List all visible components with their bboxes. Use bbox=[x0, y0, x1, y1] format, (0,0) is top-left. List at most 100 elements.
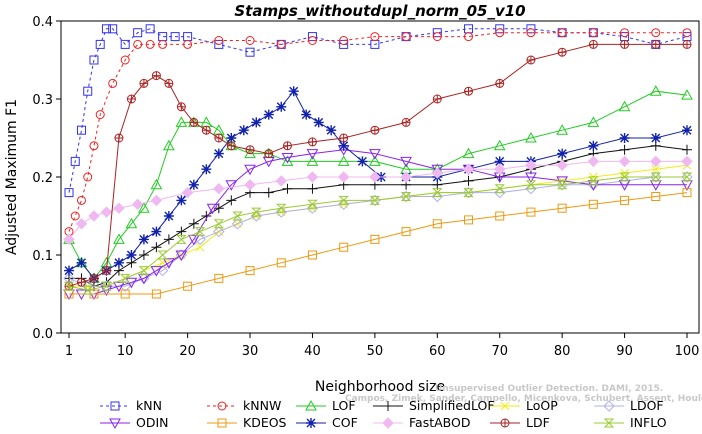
data-point-inflo bbox=[138, 266, 150, 276]
data-point-knn bbox=[120, 39, 130, 49]
data-point-simplifiedlof bbox=[619, 144, 630, 155]
chart-title: Stamps_withoutdupl_norm_05_v10 bbox=[234, 2, 525, 20]
data-point-cof bbox=[338, 140, 349, 151]
legend-label-fastabod: FastABOD bbox=[409, 415, 471, 430]
data-point-ldof bbox=[681, 171, 693, 183]
data-point-ldf bbox=[682, 39, 692, 49]
data-point-ldof bbox=[494, 186, 506, 199]
data-point-kdeos bbox=[495, 211, 505, 221]
data-point-inflo bbox=[232, 211, 243, 221]
data-point-lof bbox=[556, 124, 569, 135]
data-point-odin bbox=[206, 203, 219, 215]
data-point-knnw bbox=[401, 32, 411, 42]
legend-marker-knnw bbox=[217, 401, 227, 411]
data-point-loop bbox=[651, 164, 661, 174]
legend-item-inflo: INFLO bbox=[594, 415, 667, 430]
data-point-knn bbox=[170, 32, 180, 42]
series-ldf bbox=[64, 39, 692, 291]
data-point-ldf bbox=[401, 117, 411, 127]
data-point-lof bbox=[125, 217, 138, 229]
legend-marker-ldf bbox=[500, 418, 510, 428]
data-point-inflo bbox=[251, 207, 262, 217]
data-point-knnw bbox=[245, 36, 255, 45]
series-line-inflo bbox=[68, 176, 687, 291]
data-point-cof bbox=[288, 86, 299, 97]
legend-item-kdeos: KDEOS bbox=[207, 415, 287, 430]
data-point-kdeos bbox=[245, 266, 255, 276]
legend-marker-lof bbox=[305, 399, 317, 411]
data-point-inflo bbox=[681, 172, 693, 182]
data-point-ldof bbox=[462, 186, 475, 199]
data-point-odin bbox=[244, 164, 256, 176]
data-point-lof bbox=[525, 131, 537, 143]
data-point-odin bbox=[431, 164, 444, 176]
data-point-lof bbox=[681, 89, 693, 100]
data-point-simplifiedlof bbox=[163, 234, 174, 245]
data-point-fastabod bbox=[400, 171, 412, 183]
data-point-kdeos bbox=[557, 203, 567, 213]
data-point-lof bbox=[138, 202, 150, 213]
data-point-ldf bbox=[189, 117, 199, 127]
data-point-kdeos bbox=[151, 289, 161, 299]
data-point-kdeos bbox=[276, 258, 286, 268]
data-point-lof bbox=[281, 155, 294, 166]
series-line-knn bbox=[68, 28, 688, 193]
data-point-ldf bbox=[164, 78, 174, 88]
data-point-cof bbox=[76, 257, 87, 268]
data-point-knn bbox=[64, 188, 74, 198]
data-point-ldf bbox=[151, 71, 161, 81]
data-point-inflo bbox=[463, 188, 474, 198]
data-point-knnw bbox=[432, 32, 442, 42]
data-point-ldof bbox=[194, 233, 206, 246]
data-point-fastabod bbox=[369, 171, 381, 183]
data-point-ldf bbox=[226, 141, 236, 151]
legend-marker-loop bbox=[500, 401, 510, 411]
data-point-ldf bbox=[245, 145, 255, 155]
data-point-fastabod bbox=[681, 155, 693, 168]
data-point-lof bbox=[150, 178, 163, 190]
series-layer bbox=[63, 24, 693, 301]
data-point-cof bbox=[494, 156, 505, 167]
data-point-ldf bbox=[201, 125, 211, 135]
data-point-cof bbox=[301, 109, 312, 120]
legend-label-inflo: INFLO bbox=[630, 415, 667, 430]
data-point-inflo bbox=[82, 285, 93, 295]
data-point-inflo bbox=[619, 172, 630, 182]
y-axis-label: Adjusted Maximum F1 bbox=[4, 99, 20, 255]
data-point-cof bbox=[138, 234, 149, 245]
data-point-knnw bbox=[70, 211, 80, 221]
data-point-inflo bbox=[157, 250, 168, 260]
data-point-kdeos bbox=[307, 250, 317, 260]
data-point-lof bbox=[587, 116, 600, 127]
data-point-ldf bbox=[76, 277, 86, 287]
data-point-lof bbox=[163, 139, 175, 151]
data-point-knn bbox=[307, 32, 317, 42]
y-tick-label: 0.1 bbox=[32, 249, 53, 264]
data-point-cof bbox=[163, 211, 174, 221]
series-lof bbox=[63, 85, 693, 283]
data-point-fastabod bbox=[244, 179, 256, 191]
legend-item-loop: LoOP bbox=[490, 398, 558, 413]
series-simplifiedlof bbox=[64, 140, 692, 292]
x-tick-label: 80 bbox=[554, 344, 571, 359]
data-point-inflo bbox=[63, 281, 75, 291]
data-point-kdeos bbox=[682, 188, 692, 198]
data-point-ldof bbox=[400, 190, 412, 203]
data-point-knnw bbox=[682, 28, 692, 38]
data-point-ldf bbox=[651, 39, 661, 49]
data-point-ldf bbox=[114, 133, 124, 143]
x-tick-label: 1 bbox=[65, 344, 73, 359]
data-point-fastabod bbox=[618, 155, 631, 168]
data-point-fastabod bbox=[587, 155, 600, 168]
data-point-loop bbox=[195, 242, 205, 252]
data-point-lof bbox=[113, 233, 125, 244]
data-point-lof bbox=[462, 147, 475, 159]
data-point-ldof bbox=[650, 171, 662, 183]
legend-item-ldof: LDOF bbox=[594, 398, 664, 413]
legend-label-loop: LoOP bbox=[526, 398, 558, 413]
data-point-fastabod bbox=[337, 171, 350, 183]
data-point-odin bbox=[556, 176, 569, 187]
data-point-knnw bbox=[526, 28, 536, 38]
data-point-cof bbox=[588, 140, 599, 151]
watermark-line-1: Unsupervised Outlier Detection. DAMI, 20… bbox=[435, 384, 663, 394]
